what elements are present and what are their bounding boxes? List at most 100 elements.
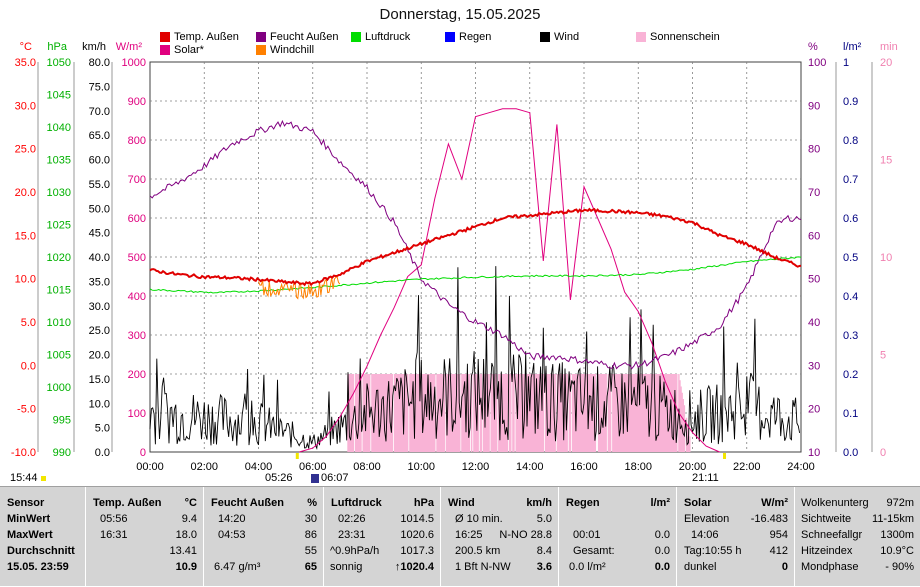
solar-avg-value: 412 [769,545,788,557]
wind-tick: 20.0 [89,350,110,362]
temp-tick: 5.0 [21,317,36,329]
sun-tick: 20 [880,57,892,69]
temp-tick: -10.0 [11,447,36,459]
hum-header: Feucht Außen [211,497,284,509]
temp-tick: 10.0 [15,274,36,286]
sun-tick: 10 [880,252,892,264]
hum-tick: 20 [808,404,820,416]
moon-phase-value: - 90% [885,561,914,573]
pressure-series [149,256,802,294]
humidity-series [149,119,802,370]
rain-tick: 0.7 [843,174,858,186]
legend-swatch [256,32,266,42]
solar-unit: W/m² [761,497,788,509]
panel-extra: Wolkenunterg 972m Sichtweite 11-15km Schne… [795,487,920,587]
wind-tick: 65.0 [89,130,110,142]
press-tick: 1050 [47,57,71,69]
cloud-base-value: 972m [886,497,914,509]
time-dot-icon [40,475,46,481]
press-unit-label: hPa [47,41,67,53]
solar-tick: 400 [128,291,146,303]
hum-max-value: 86 [304,529,317,541]
wind-tick: 70.0 [89,106,110,118]
legend-label: Temp. Außen [174,31,239,43]
wind-tick: 80.0 [89,57,110,69]
press-min-time: 02:26 [338,513,366,525]
rain-tick: 1 [843,57,849,69]
panel-wind: Wind km/h Ø 10 min. 5.0 16:25 N-NO 28.8 200… [441,487,559,587]
wind-tick: 75.0 [89,81,110,93]
press-tick: 1025 [47,220,71,232]
hum-avg-value: 55 [304,545,317,557]
sensor-header: Sensor [7,497,45,509]
legend-item: Wind [540,31,579,43]
legend-swatch [160,45,170,55]
press-tick: 1040 [47,122,71,134]
hum-tick: 100 [808,57,826,69]
solar-tick: 900 [128,96,146,108]
rain-tick: 0.8 [843,135,858,147]
legend-item: Temp. Außen [160,31,239,43]
hum-abs-value: 6.47 g/m³ [214,561,261,573]
x-tick: 08:00 [353,461,381,473]
wind-tick: 5.0 [95,423,110,435]
rain-rate-value: 0.0 [654,529,670,541]
wind-tick: 50.0 [89,203,110,215]
rain-current-value: 0.0 [654,561,670,573]
solar-tick: 600 [128,213,146,225]
solar-tick: 500 [128,252,146,264]
hum-max-time: 04:53 [218,529,246,541]
legend-item: Sonnenschein [636,31,720,43]
max-label: MaxWert [7,529,53,541]
hum-tick: 50 [808,274,820,286]
panel-temp: Temp. Außen °C 05:56 9.4 16:31 18.0 13.41 1… [86,487,204,587]
rain-total-value: 0.0 [654,545,670,557]
press-header: Luftdruck [331,497,382,509]
solar-series [299,108,720,453]
moon-phase-label: Mondphase [801,561,859,573]
legend-item: Windchill [256,44,314,56]
wind-tick: 40.0 [89,252,110,264]
hum-tick: 90 [808,100,820,112]
rain-unit-label: l/m² [843,41,862,53]
wind-avg-label: Ø 10 min. [455,513,503,525]
moon-icon [311,473,319,483]
rain-amount: 0.0 l/m² [569,561,606,573]
wind-unit-label: km/h [82,41,106,53]
temp-tick: 35.0 [15,57,36,69]
rain-time: 00:01 [573,529,601,541]
solar-tick: 700 [128,174,146,186]
solar-header: Solar [684,497,712,509]
hum-min-value: 30 [304,513,317,525]
temp-current-value: 10.9 [175,561,197,573]
x-tick: 06:00 [299,461,327,473]
wind-distance: 200.5 km [455,545,501,557]
rain-tick: 0.4 [843,291,858,303]
press-avg-value: 1017.3 [400,545,434,557]
day-length: Tag:10:55 h [684,545,742,557]
legend-swatch [256,45,266,55]
summary-panel: Sensor MinWert MaxWert Durchschnitt 15.0… [0,486,920,587]
temp-tick: 20.0 [15,187,36,199]
x-tick: 00:00 [136,461,164,473]
temp-min-time: 05:56 [100,513,128,525]
rain-total-label: Gesamt: [573,545,615,557]
legend-label: Luftdruck [365,31,411,43]
wind-tick: 10.0 [89,398,110,410]
panel-humidity: Feucht Außen% 14:20 30 04:53 86 55 6.47 g/… [204,487,324,587]
x-tick: 14:00 [516,461,544,473]
temp-tick: -5.0 [17,404,36,416]
legend-label: Wind [554,31,580,43]
date-label: 15.05. 23:59 [7,561,69,573]
hum-tick: 80 [808,144,820,156]
press-trend: ^0.9hPa/h [330,545,380,557]
moonrise-marker: 06:07 [311,472,349,484]
rain-tick: 0.2 [843,369,858,381]
light-state: dunkel [684,561,717,573]
temp-tick: 25.0 [15,144,36,156]
min-label: MinWert [7,513,51,525]
temperature-series [149,207,802,287]
temp-tick: 0.0 [21,360,36,372]
x-tick: 18:00 [624,461,652,473]
sunrise-tick [295,453,299,459]
